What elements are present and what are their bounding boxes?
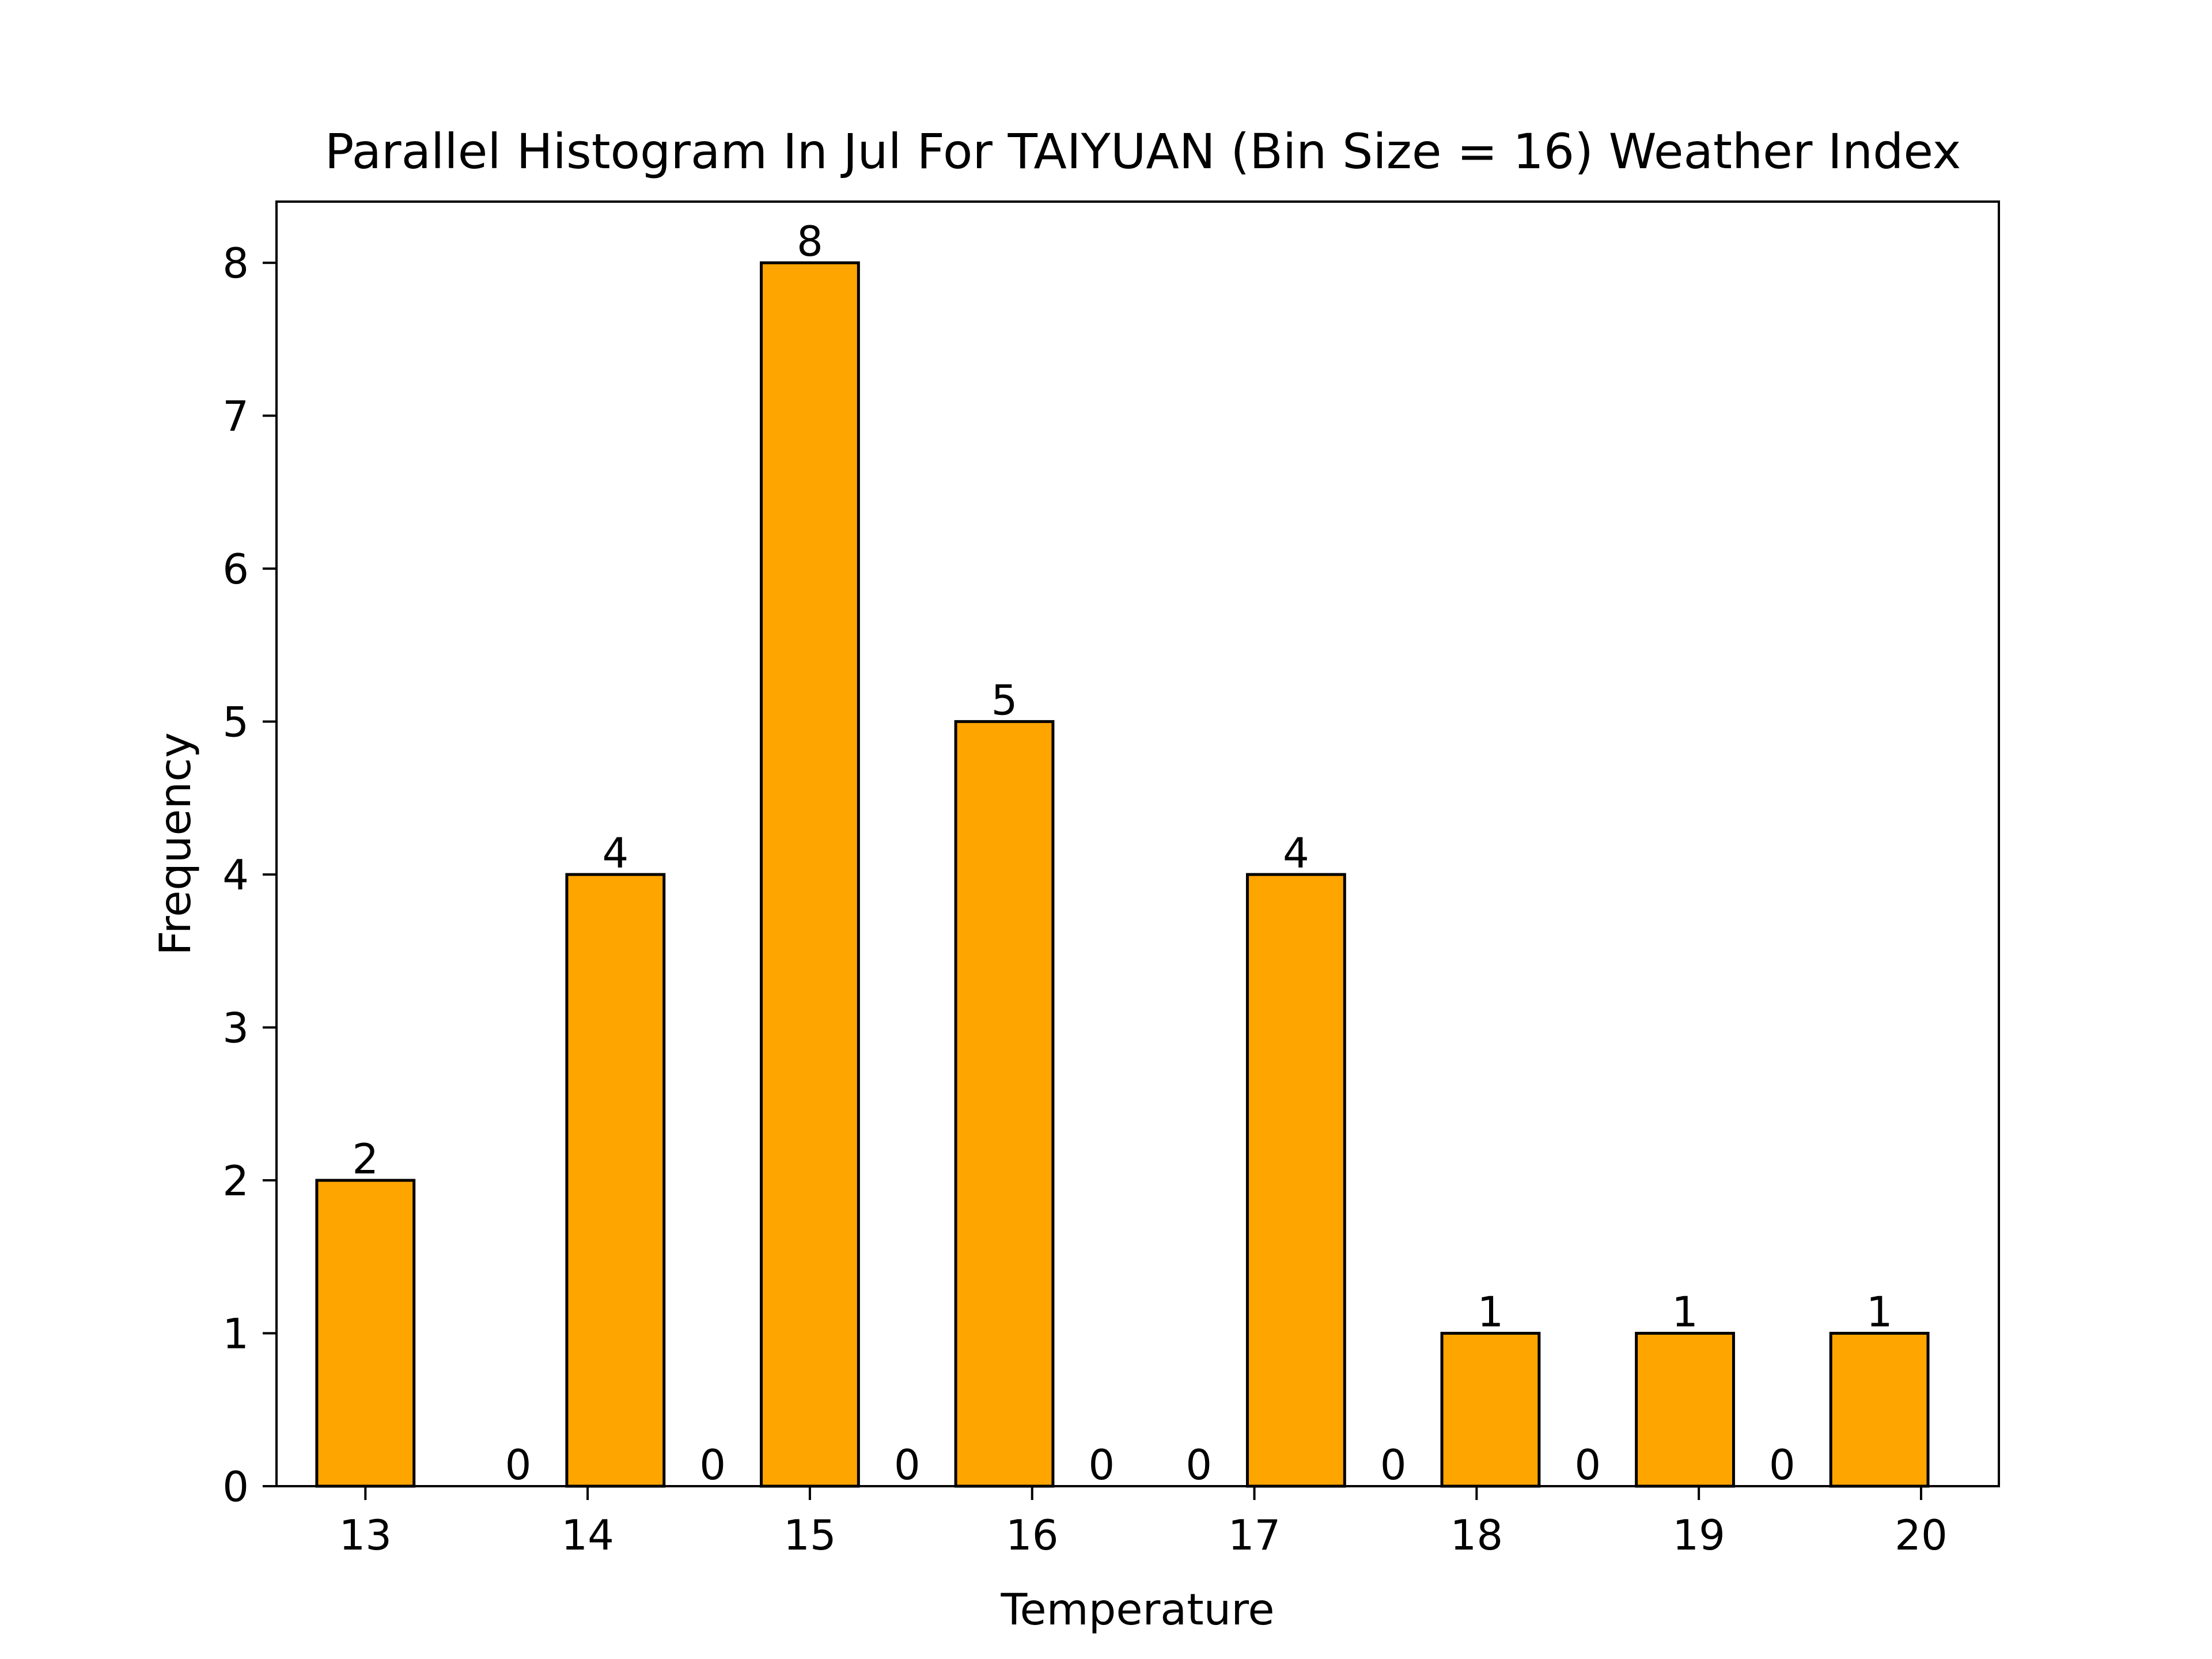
bar	[760, 261, 860, 1488]
bar-value-label: 0	[1769, 1441, 1796, 1489]
bar	[315, 1179, 416, 1488]
bar	[1440, 1332, 1541, 1488]
bar	[1635, 1332, 1735, 1488]
bars	[315, 261, 1930, 1488]
x-tick-label: 17	[1228, 1511, 1281, 1559]
plot-frame	[275, 200, 2000, 1487]
bar-value-label: 1	[1478, 1288, 1504, 1336]
y-tick-label: 3	[222, 1004, 249, 1052]
x-tick-label: 20	[1895, 1511, 1948, 1559]
bar-value-label: 4	[1283, 829, 1309, 877]
y-tick-label: 8	[222, 239, 249, 287]
y-axis-label: Frequency	[150, 732, 200, 955]
y-tick-label: 7	[222, 392, 249, 441]
y-tick-label: 0	[222, 1463, 249, 1511]
bar-labels: 2 0 4 0 8 0 5 0 0 4 0 1 0 1 0 1	[352, 217, 1892, 1489]
bar-value-label: 0	[699, 1441, 726, 1489]
bar	[1829, 1332, 1930, 1488]
bar-value-label: 0	[1574, 1441, 1601, 1489]
y-tick-label: 4	[222, 851, 249, 899]
x-tick-label: 15	[783, 1511, 836, 1559]
bar-value-label: 1	[1672, 1288, 1698, 1336]
x-tick-label: 18	[1450, 1511, 1503, 1559]
y-tick-label: 5	[222, 698, 249, 747]
bar-value-label: 0	[505, 1441, 532, 1489]
bar-value-label: 0	[894, 1441, 921, 1489]
bar-value-label: 2	[352, 1135, 378, 1183]
bar-value-label: 8	[797, 217, 823, 266]
y-tick-label: 1	[222, 1310, 249, 1358]
bar-value-label: 0	[1088, 1441, 1115, 1489]
bar-value-label: 0	[1185, 1441, 1212, 1489]
bar	[954, 720, 1055, 1488]
y-tick-label: 6	[222, 545, 249, 593]
bar-value-label: 1	[1866, 1288, 1893, 1336]
y-axis: 0 1 2 3 4 5 6 7 8	[222, 239, 276, 1511]
y-tick-label: 2	[222, 1157, 249, 1205]
bar	[565, 873, 666, 1488]
x-tick-label: 16	[1006, 1511, 1059, 1559]
x-tick-label: 14	[561, 1511, 614, 1559]
chart-title: Parallel Histogram In Jul For TAIYUAN (B…	[325, 123, 1961, 180]
bar	[1245, 873, 1346, 1488]
x-tick-label: 13	[339, 1511, 392, 1559]
x-tick-label: 19	[1672, 1511, 1725, 1559]
bar-value-label: 0	[1380, 1441, 1407, 1489]
bar-value-label: 4	[602, 829, 628, 877]
x-axis: 13 14 15 16 17 18 19 20	[339, 1486, 1948, 1559]
x-axis-label: Temperature	[1000, 1584, 1274, 1635]
bar-value-label: 5	[991, 676, 1018, 725]
